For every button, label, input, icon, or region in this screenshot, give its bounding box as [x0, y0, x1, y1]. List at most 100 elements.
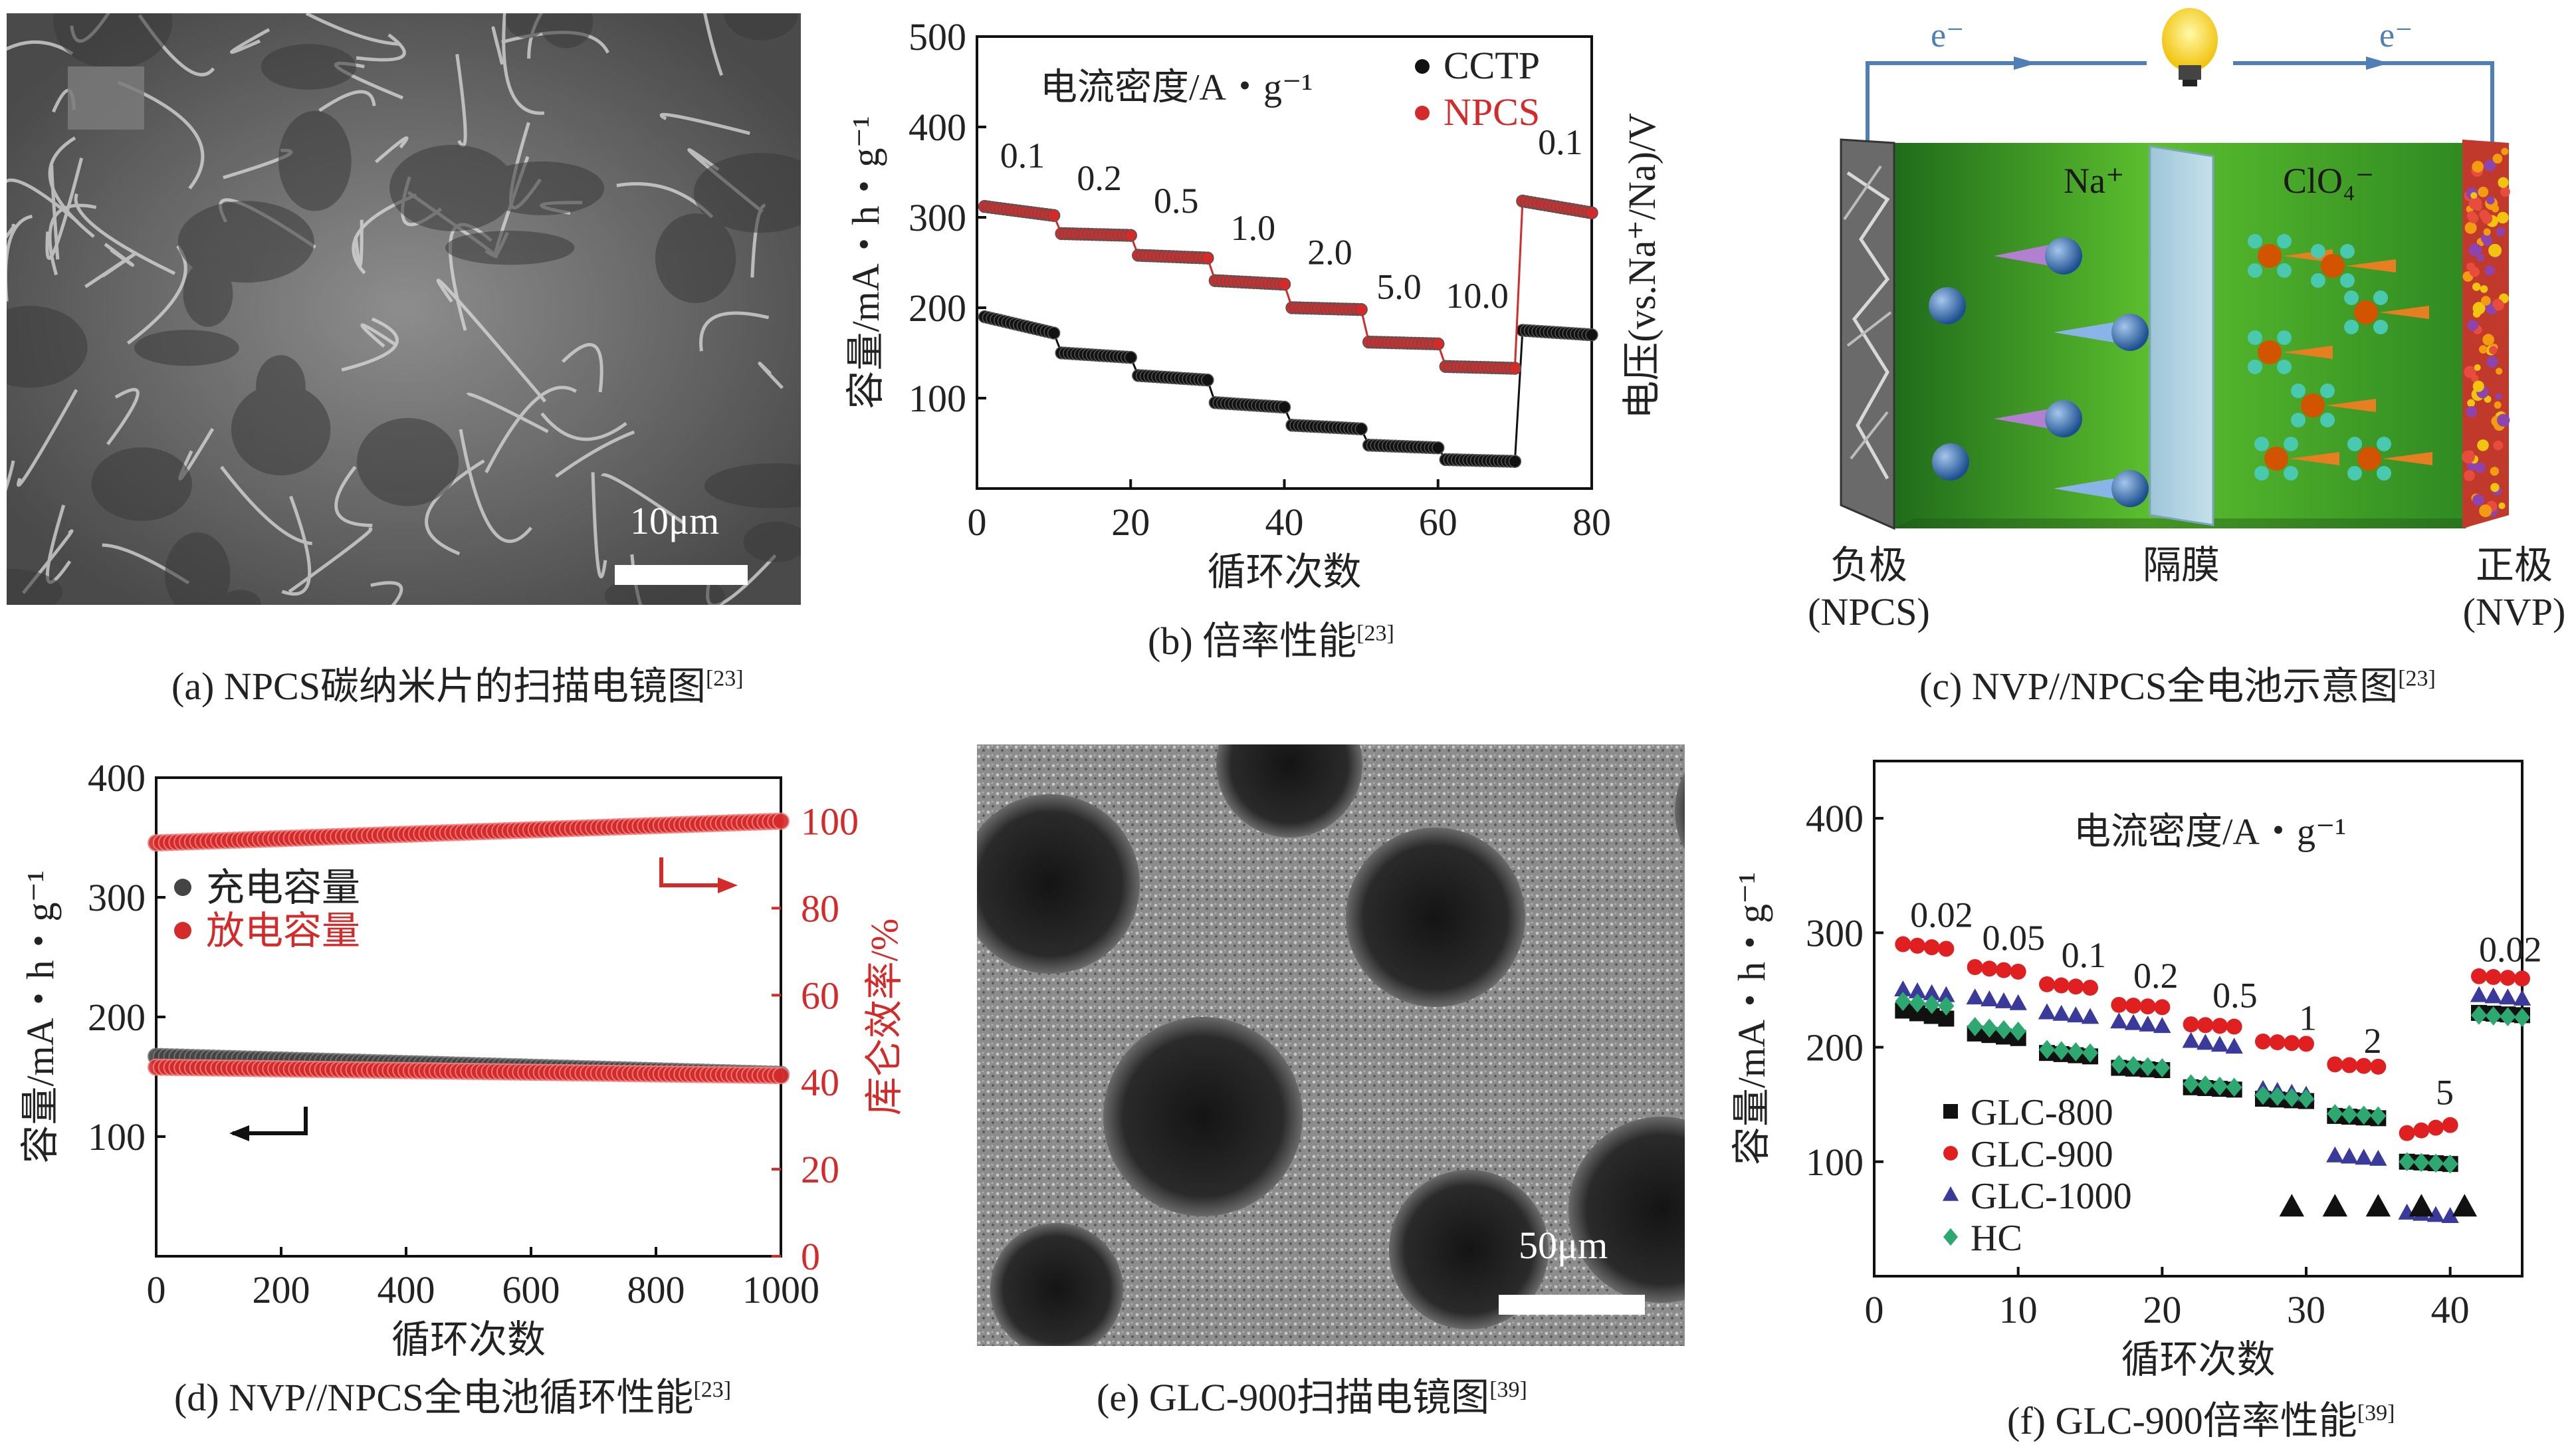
point-HC [1981, 1018, 1998, 1038]
point-GLC-1000 [2110, 1012, 2128, 1029]
chlorine-atom [2264, 447, 2288, 471]
nanosheet-edge [356, 33, 406, 62]
chart-f-glc-rate-performance: 0 10 20 30 40 100 200 300 400 循环次数 容量/mA・h・g⁻¹ 电流密… [1730, 760, 2542, 1381]
rate-label: 1.0 [1231, 208, 1276, 248]
point-GLC-1000 [1981, 990, 1998, 1006]
left-axis-arrow-icon [233, 1107, 308, 1135]
sem-image-glc900: 50μm [977, 744, 1685, 1346]
point-GLC-1000 [2340, 1147, 2359, 1164]
x-tick-label: 30 [2287, 1288, 2325, 1331]
cathode-particle [2492, 154, 2503, 164]
oxygen-atom [2344, 290, 2359, 305]
point-NPCS [1124, 229, 1137, 242]
shadow-pore [704, 463, 801, 508]
point-GLC-1000 [2355, 1149, 2373, 1165]
point-HC [1967, 1017, 1983, 1036]
nanosheet-edge [7, 40, 74, 55]
macropore [977, 794, 1140, 974]
nanosheet-edge [561, 343, 603, 393]
point-GLC-900 [2500, 970, 2516, 986]
macropore [1675, 772, 1685, 850]
x-tick-label: 60 [1419, 500, 1457, 544]
cathode-particle [2480, 285, 2488, 293]
point-GLC-900 [2442, 1117, 2458, 1133]
cathode-particle [2472, 160, 2484, 173]
cathode-particle [2486, 356, 2498, 368]
point-GLC-900 [2341, 1057, 2357, 1073]
point-HC [2370, 1106, 2387, 1126]
y-tick-label: 100 [1806, 1141, 1864, 1184]
oxygen-atom [2377, 466, 2391, 481]
nanosheet-edge [334, 465, 373, 527]
cathode-particle [2477, 439, 2489, 451]
point-HC [2485, 1006, 2502, 1026]
point-NPCS [1354, 302, 1368, 316]
cathode-particle [2466, 405, 2478, 417]
oxygen-atom [2340, 244, 2355, 259]
oxygen-atom [2373, 290, 2388, 305]
shadow-pore [693, 153, 801, 233]
caption-f-text: (f) GLC-900倍率性能 [2007, 1399, 2357, 1442]
oxygen-atom [2284, 437, 2298, 451]
x-tick-label: 80 [1572, 500, 1611, 544]
shadow-pore [724, 13, 798, 41]
point-HC [2053, 1041, 2070, 1061]
rate-label: 0.5 [2212, 975, 2258, 1015]
point-HC [2355, 1105, 2372, 1125]
point-GLC-900 [2068, 978, 2084, 995]
shadow-pore [356, 417, 459, 506]
point-GLC-1000 [2038, 1003, 2056, 1020]
nanosheet-edge [703, 13, 724, 76]
legend-marker-放电容量 [174, 922, 191, 939]
panel-a: 10μm [7, 13, 801, 605]
rate-label: 0.5 [1154, 181, 1199, 221]
caption-a: (a) NPCS碳纳米片的扫描电镜图[23] [171, 655, 744, 711]
caption-e-ref: [39] [1489, 1377, 1527, 1402]
perchlorate-trail [2346, 259, 2396, 273]
cathode-particle [2478, 345, 2488, 354]
cathode-particle [2491, 205, 2500, 213]
point-GLC-1000 [2441, 1207, 2459, 1224]
y-tick-label: 100 [909, 377, 966, 420]
chlorine-atom [2357, 447, 2381, 471]
shadow-pore [655, 213, 736, 304]
point-GLC-900 [2255, 1033, 2271, 1050]
point-GLC-1000 [2326, 1146, 2344, 1163]
point-GLC-900 [2010, 963, 2026, 980]
point-GLC-900 [2226, 1018, 2242, 1035]
point-CCTP [1277, 400, 1291, 414]
oxygen-atom [2311, 244, 2325, 259]
point-GLC-900 [2355, 1057, 2372, 1074]
point-GLC-1000 [1908, 982, 1927, 998]
cathode-particle [2470, 191, 2478, 199]
chart-d-cycle-performance: 0 200 400 600 800 1000100200300400循环次数容量/mA・h… [19, 756, 906, 1361]
point-GLC-900 [2269, 1034, 2286, 1051]
y-tick-label: 500 [909, 15, 966, 58]
cathode-particle [2469, 267, 2480, 277]
cathode-particle [2482, 334, 2494, 346]
y-axis-label: 容量/mA・h・g⁻¹ [1730, 872, 1773, 1165]
point-GLC-1000 [2513, 989, 2531, 1006]
point-NPCS [1585, 206, 1598, 219]
oxygen-atom [2248, 263, 2262, 278]
rate-label: 0.1 [1538, 122, 1583, 162]
cathode-particle [2474, 203, 2482, 211]
cathode-particle [2490, 467, 2500, 476]
cathode-particle [2484, 265, 2495, 276]
cathode-particle [2500, 187, 2510, 197]
point-HC [2125, 1056, 2141, 1075]
point-GLC-1000 [1894, 980, 1912, 997]
point-HC [1923, 994, 1940, 1014]
cathode-particle [2467, 320, 2478, 331]
legend-label-GLC-1000: GLC-1000 [1971, 1176, 2132, 1217]
perchlorate-trail [2383, 452, 2432, 465]
x-tick-label: 400 [377, 1268, 435, 1311]
external-circuit [1866, 61, 2494, 163]
rate-label: 0.05 [1983, 918, 2046, 958]
nanosheet-edge [591, 472, 607, 578]
nanosheet-edge [540, 412, 627, 441]
scale-bar [615, 565, 748, 585]
nanosheet-edge [459, 429, 533, 543]
rate-label: 2.0 [1307, 233, 1352, 273]
x-tick-label: 0 [147, 1268, 166, 1311]
